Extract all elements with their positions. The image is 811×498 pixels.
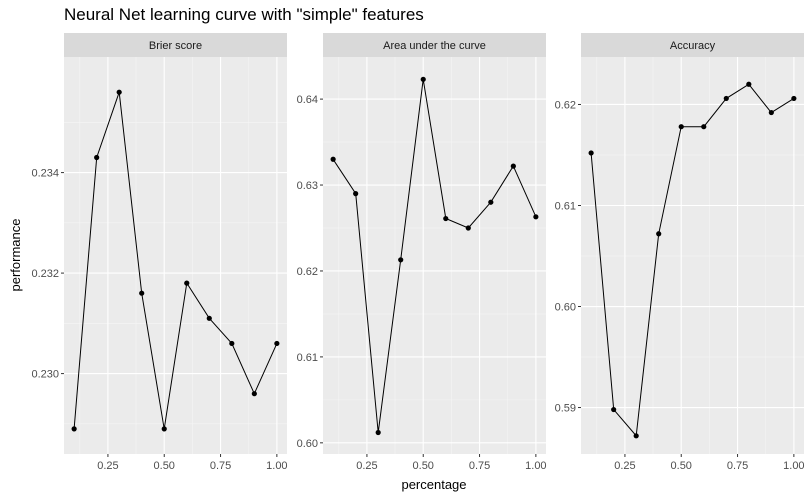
series-line-area-under-the-curve (332, 79, 537, 433)
y-tick-label: 0.60 (297, 438, 318, 450)
y-axis-title: performance (8, 219, 23, 292)
strip-label-brier-score: Brier score (149, 40, 202, 52)
chart-title: Neural Net learning curve with "simple" … (64, 5, 424, 24)
data-point (251, 391, 257, 397)
panel-brier-score (64, 57, 287, 454)
x-tick-label: 0.50 (671, 460, 692, 472)
x-tick-label: 0.25 (614, 460, 635, 472)
y-tick-label: 0.62 (297, 266, 318, 278)
x-tick-label: 0.50 (413, 460, 434, 472)
data-point (353, 191, 359, 197)
x-tick-label: 0.50 (154, 460, 175, 472)
y-tick-label: 0.61 (555, 200, 576, 212)
x-tick-label: 1.00 (266, 460, 287, 472)
strip-accuracy (581, 33, 804, 57)
data-point (274, 340, 280, 347)
data-point (71, 426, 77, 432)
y-tick-label: 0.63 (297, 180, 318, 192)
data-point (443, 215, 449, 222)
x-tick-label: 1.00 (525, 460, 546, 472)
x-tick-label: 0.25 (356, 460, 377, 472)
data-point (488, 199, 494, 205)
data-point (206, 315, 212, 321)
x-tick-label: 0.75 (210, 460, 231, 472)
y-tick-label: 0.232 (31, 268, 59, 280)
data-point (656, 231, 662, 237)
data-point (611, 406, 617, 413)
data-point (701, 124, 707, 130)
data-point (465, 225, 471, 231)
data-point (678, 124, 684, 130)
data-point (330, 156, 336, 162)
data-point (139, 290, 145, 296)
strip-label-area-under-the-curve: Area under the curve (383, 40, 486, 52)
data-point (375, 429, 381, 436)
data-point (723, 95, 729, 102)
y-tick-label: 0.62 (555, 99, 576, 111)
series-line-brier-score (73, 92, 278, 429)
data-point (510, 163, 516, 169)
strip-label-accuracy: Accuracy (670, 40, 716, 52)
x-tick-label: 0.25 (97, 460, 118, 472)
x-tick-label: 0.75 (727, 460, 748, 472)
data-point (420, 76, 426, 82)
x-tick-label: 1.00 (783, 460, 804, 472)
data-point (184, 280, 190, 286)
series-line-accuracy (590, 83, 795, 437)
data-point (229, 340, 235, 347)
y-tick-label: 0.60 (555, 302, 576, 314)
x-tick-label: 0.75 (469, 460, 490, 472)
strip-area-under-the-curve (323, 33, 546, 57)
panel-area-under-the-curve (323, 57, 546, 454)
panel-accuracy (581, 57, 804, 454)
data-point (791, 95, 797, 102)
y-tick-label: 0.234 (31, 168, 59, 180)
y-tick-label: 0.61 (297, 352, 318, 364)
y-tick-label: 0.59 (555, 403, 576, 415)
data-point (746, 81, 752, 87)
strip-brier-score (64, 33, 287, 57)
y-tick-label: 0.64 (297, 94, 318, 106)
y-tick-label: 0.230 (31, 369, 59, 381)
data-point (161, 426, 167, 432)
data-point (116, 89, 122, 95)
data-point (633, 433, 639, 439)
data-point (533, 214, 539, 220)
data-point (588, 150, 594, 156)
x-axis-title: percentage (401, 477, 466, 492)
data-point (94, 154, 100, 161)
data-point (768, 109, 774, 116)
data-point (398, 257, 404, 263)
